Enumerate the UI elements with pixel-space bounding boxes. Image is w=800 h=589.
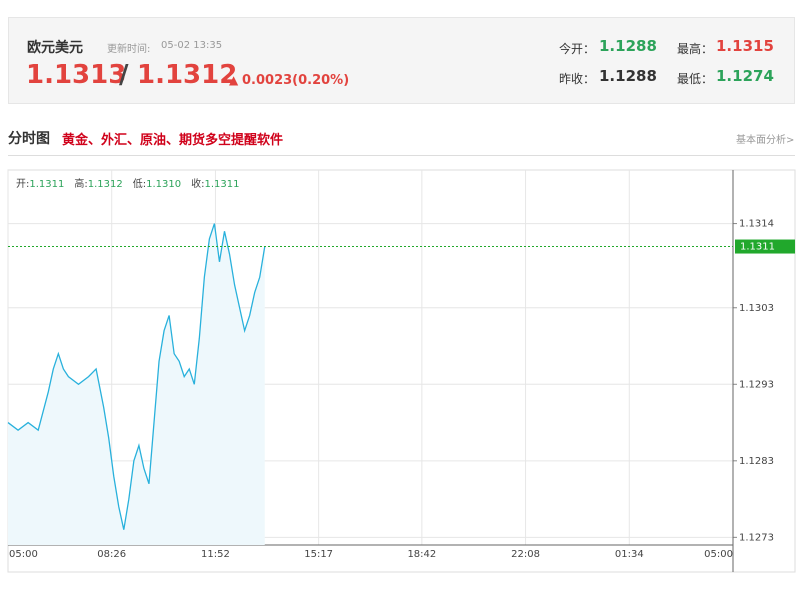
- x-tick-label: 05:00: [704, 549, 733, 560]
- symbol-name: 欧元美元: [27, 40, 83, 56]
- divider: [8, 155, 795, 156]
- summary-value: 1.1312: [88, 179, 123, 190]
- x-tick-label: 08:26: [97, 549, 126, 560]
- x-tick-label: 15:17: [304, 549, 333, 560]
- chart-frame: [7, 169, 796, 573]
- section-title: 分时图: [8, 131, 50, 147]
- stat-label: 昨收：: [559, 72, 596, 86]
- y-tick-label: 1.1273: [739, 532, 774, 543]
- x-tick-label: 22:08: [511, 549, 540, 560]
- summary-label: 低:: [133, 177, 146, 190]
- price-separator: /: [119, 60, 129, 90]
- update-label: 更新时间:: [107, 44, 151, 55]
- y-tick-label: 1.1314: [739, 219, 774, 230]
- y-tick-label: 1.1303: [739, 303, 774, 314]
- summary-label: 高:: [74, 177, 87, 190]
- area-fill: [8, 223, 265, 546]
- stat-value: 1.1315: [716, 37, 774, 55]
- stat-value: 1.1288: [599, 67, 657, 85]
- x-tick-label: 01:34: [615, 549, 644, 560]
- x-tick-label: 11:52: [201, 549, 230, 560]
- update-time: 05-02 13:35: [161, 40, 223, 51]
- summary-value: 1.1310: [146, 179, 181, 190]
- last-price-box: [735, 239, 795, 254]
- bid-price: 1.1313: [26, 60, 127, 90]
- summary-value: 1.1311: [29, 179, 64, 190]
- stat-value: 1.1288: [599, 37, 657, 55]
- up-arrow: ▲: [229, 73, 239, 87]
- y-tick-label: 1.1293: [739, 379, 774, 390]
- ask-price: 1.1312: [137, 60, 238, 90]
- stat-label: 今开：: [559, 42, 596, 56]
- quote-header: 欧元美元 更新时间: 05-02 13:35 1.1313 / 1.1312 ▲…: [8, 17, 795, 104]
- promo-link[interactable]: 黄金、外汇、原油、期货多空提醒软件: [62, 133, 284, 148]
- price-change: 0.0023(0.20%): [242, 73, 350, 88]
- x-tick-label: 18:42: [407, 549, 436, 560]
- analysis-link[interactable]: 基本面分析>: [736, 135, 795, 146]
- summary-value: 1.1311: [205, 179, 240, 190]
- last-price-label: 1.1311: [740, 242, 775, 253]
- summary-label: 收:: [191, 177, 204, 190]
- stat-label: 最高：: [677, 42, 714, 56]
- summary-label: 开:: [16, 179, 29, 190]
- y-tick-label: 1.1283: [739, 456, 774, 467]
- stat-label: 最低：: [677, 72, 714, 86]
- x-tick-label: 05:00: [9, 549, 38, 560]
- price-line: [7, 223, 266, 530]
- stat-value: 1.1274: [716, 67, 774, 85]
